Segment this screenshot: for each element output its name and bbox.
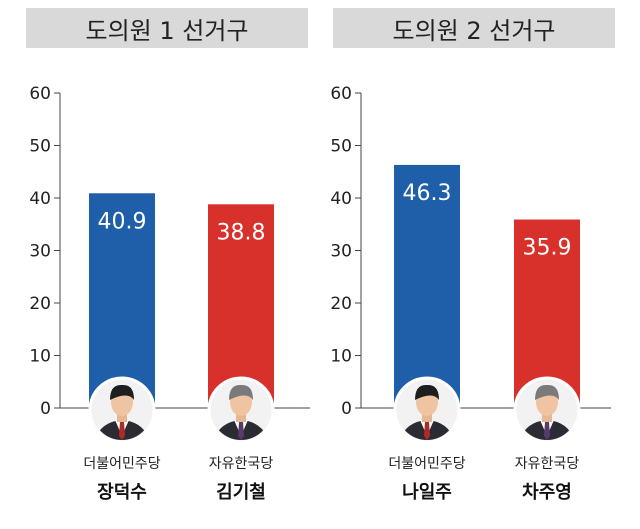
district-1-tick-label: 30: [29, 242, 51, 262]
district-1-bar-value-0: 40.9: [98, 209, 147, 234]
district-2-tick-label: 30: [330, 242, 352, 262]
district-2-candidate-photo-1: [513, 376, 581, 444]
district-2-tick-label: 50: [330, 137, 352, 157]
district-1-bar-value-1: 38.8: [217, 220, 266, 245]
district-1-candidate-photo-0: [88, 376, 156, 444]
district-2-tick-label: 60: [330, 84, 352, 104]
district-1-title: 도의원 1 선거구: [26, 8, 308, 48]
district-2-tick-label: 20: [330, 294, 352, 314]
district-2-tick-label: 0: [341, 399, 352, 419]
district-2-tick-label: 40: [330, 189, 352, 209]
district-2-candidate-photo-0: [393, 376, 461, 444]
district-1-candidate-1: 김기철: [216, 482, 266, 503]
district-1-bar-0: [89, 193, 155, 408]
district-1-party-1: 자유한국당: [209, 456, 274, 472]
district-2-bar-value-0: 46.3: [403, 181, 452, 206]
district-2-candidate-1: 차주영: [522, 482, 572, 503]
district-1-tick-label: 40: [29, 189, 51, 209]
district-1-tick-label: 50: [29, 137, 51, 157]
district-2-tick-label: 10: [330, 347, 352, 367]
district-1-tick-label: 60: [29, 84, 51, 104]
district-1-tick-label: 10: [29, 347, 51, 367]
district-2-bar-value-1: 35.9: [523, 236, 572, 261]
district-1-candidate-photo-1: [207, 376, 275, 444]
district-2-candidate-0: 나일주: [402, 482, 452, 503]
district-2-bar-0: [394, 164, 460, 408]
district-2-party-1: 자유한국당: [515, 456, 580, 472]
district-1-bar-1: [208, 204, 274, 408]
district-2-title: 도의원 2 선거구: [333, 8, 615, 48]
district-1-candidate-0: 장덕수: [97, 482, 147, 503]
district-2-party-0: 더불어민주당: [388, 456, 465, 472]
district-1-tick-label: 20: [29, 294, 51, 314]
district-1-tick-label: 0: [40, 399, 51, 419]
district-1-party-0: 더불어민주당: [83, 456, 160, 472]
